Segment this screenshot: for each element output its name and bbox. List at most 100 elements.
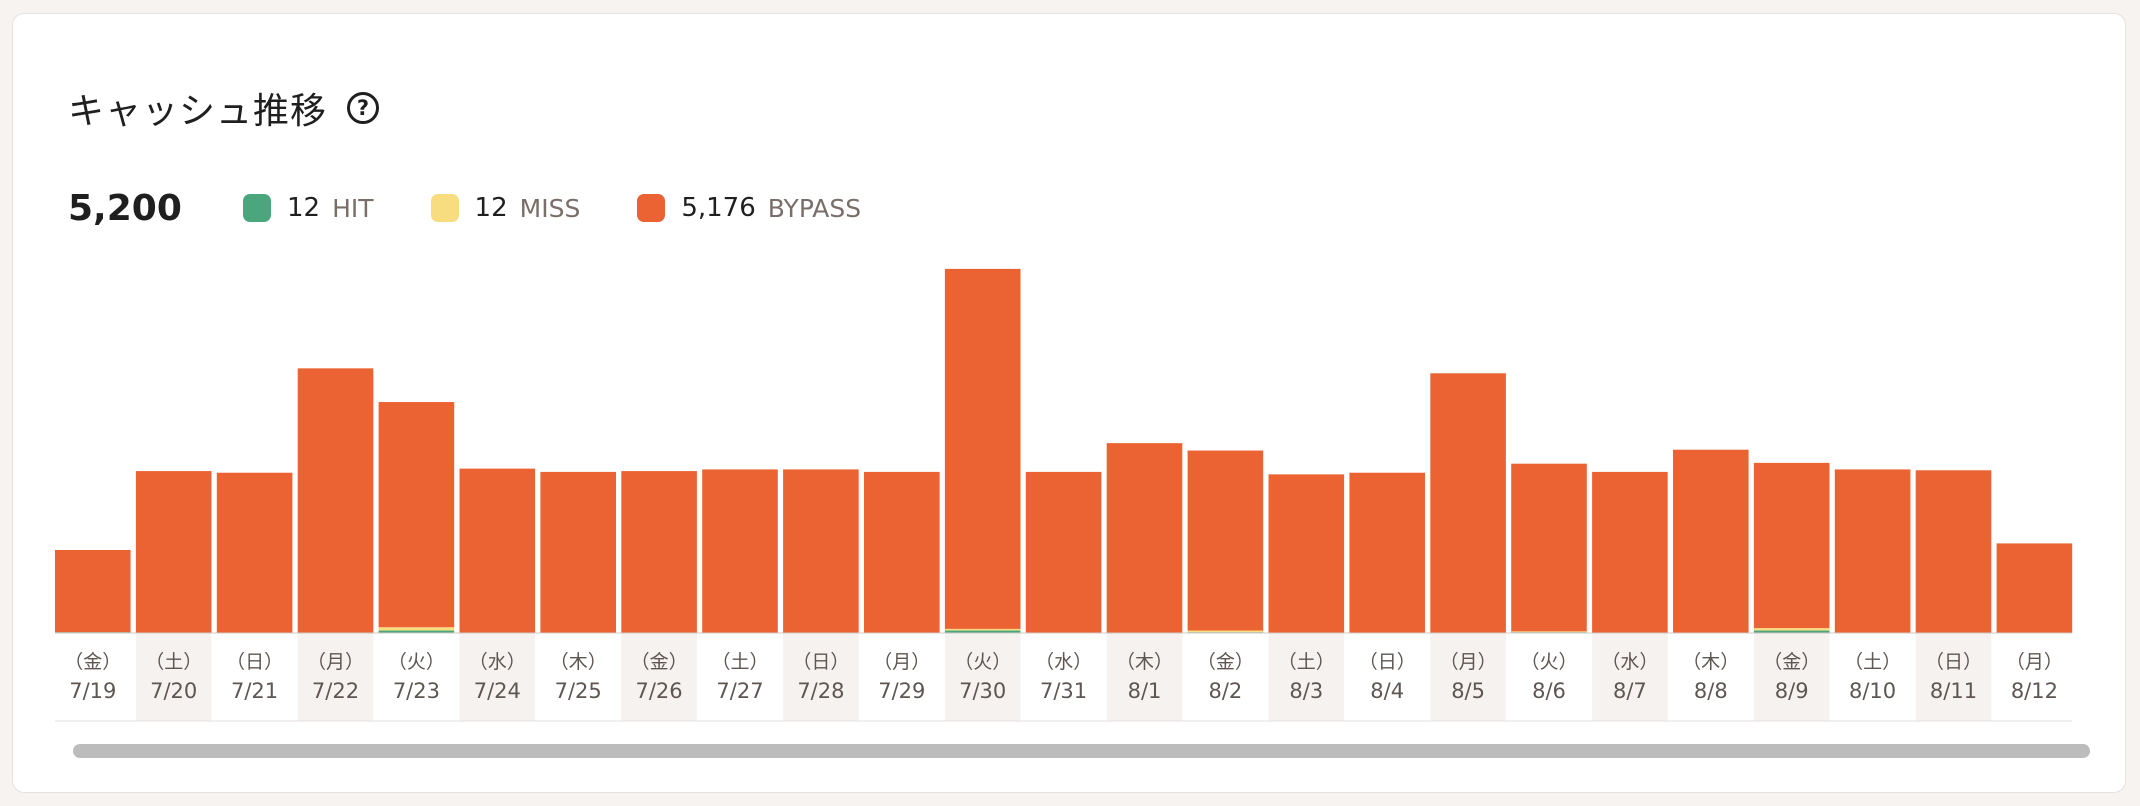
weekday-tick-label: （月） <box>1440 651 1497 673</box>
bar-bypass <box>702 469 778 633</box>
bar-bypass <box>1106 443 1183 633</box>
weekday-tick-label: （日） <box>226 651 283 673</box>
weekday-tick-label: （土） <box>1844 651 1901 673</box>
bar-miss <box>1187 630 1264 633</box>
shaded-label-column <box>1753 633 1830 721</box>
shaded-label-column <box>1915 633 1992 721</box>
bar-bypass <box>1511 463 1587 632</box>
weekday-tick-label: （水） <box>1601 651 1658 673</box>
weekday-tick-label: （月） <box>873 651 930 673</box>
question-circle-icon[interactable]: ? <box>347 92 380 124</box>
bar-bypass <box>1915 470 1992 633</box>
weekday-tick-label: （土） <box>1278 651 1335 673</box>
bar-bypass <box>1025 471 1102 633</box>
bar-hit <box>944 630 1021 633</box>
weekday-tick-label: （木） <box>550 651 607 673</box>
bar-miss <box>378 627 455 631</box>
weekday-tick-label: （日） <box>1925 651 1982 673</box>
date-tick-label: 7/30 <box>959 679 1006 703</box>
shaded-label-column <box>621 633 697 721</box>
date-tick-label: 8/7 <box>1613 679 1647 703</box>
date-tick-label: 7/20 <box>150 679 197 703</box>
bar-bypass <box>459 468 536 633</box>
bar-hit <box>378 630 455 633</box>
title-row: キャッシュ推移 ? <box>68 82 380 134</box>
bypass-count: 5,176 <box>681 193 756 223</box>
miss-swatch <box>430 194 459 222</box>
hit-swatch <box>243 194 271 222</box>
bar-bypass <box>1268 474 1345 633</box>
weekday-tick-label: （金） <box>1763 651 1820 673</box>
horizontal-scrollbar[interactable] <box>73 744 2090 758</box>
bar-bypass <box>135 471 212 633</box>
date-tick-label: 8/3 <box>1289 679 1323 703</box>
date-tick-label: 7/24 <box>474 679 521 703</box>
shaded-label-column <box>459 633 536 721</box>
weekday-tick-label: （火） <box>388 651 445 673</box>
miss-label: MISS <box>519 193 581 223</box>
weekday-tick-label: （日） <box>1359 651 1416 673</box>
weekday-tick-label: （木） <box>1116 651 1173 673</box>
miss-count: 12 <box>474 193 508 223</box>
bar-bypass <box>55 549 131 633</box>
bar-bypass <box>944 268 1021 629</box>
bar-bypass <box>621 471 697 633</box>
date-tick-label: 7/19 <box>69 679 116 703</box>
weekday-tick-label: （水） <box>469 651 526 673</box>
bar-miss <box>944 628 1021 631</box>
bypass-swatch <box>637 194 666 222</box>
shaded-label-column <box>783 633 859 721</box>
shaded-label-column <box>1268 633 1345 721</box>
summary-row: 5,200 12 HIT 12 MISS 5,176 BYPASS <box>68 182 918 234</box>
date-tick-label: 7/22 <box>312 679 359 703</box>
bar-bypass <box>1753 462 1830 629</box>
date-tick-label: 8/11 <box>1930 679 1977 703</box>
bar-bypass <box>783 469 859 633</box>
bypass-label: BYPASS <box>767 193 862 223</box>
date-tick-label: 7/23 <box>393 679 440 703</box>
legend-miss: 12 MISS <box>430 193 581 223</box>
bar-bypass <box>1673 449 1749 633</box>
bar-bypass <box>216 472 293 633</box>
shaded-label-column <box>1592 633 1668 721</box>
bar-bypass <box>1349 472 1425 633</box>
shaded-label-column <box>1106 633 1183 721</box>
date-tick-label: 7/31 <box>1040 679 1087 703</box>
date-tick-label: 7/29 <box>878 679 925 703</box>
weekday-tick-label: （日） <box>792 651 849 673</box>
shaded-label-column <box>297 633 374 721</box>
bar-bypass <box>540 471 616 633</box>
weekday-tick-label: （月） <box>307 651 364 673</box>
weekday-tick-label: （土） <box>145 651 202 673</box>
weekday-tick-label: （水） <box>1035 651 1092 673</box>
date-tick-label: 8/12 <box>2011 679 2058 703</box>
bar-bypass <box>1834 469 1911 633</box>
weekday-tick-label: （金） <box>631 651 688 673</box>
weekday-tick-label: （土） <box>711 651 768 673</box>
date-tick-label: 8/8 <box>1694 679 1728 703</box>
date-tick-label: 7/27 <box>716 679 763 703</box>
date-tick-label: 8/10 <box>1849 679 1896 703</box>
weekday-tick-label: （火） <box>1520 651 1577 673</box>
bar-miss <box>1511 631 1587 633</box>
weekday-tick-label: （金） <box>64 651 121 673</box>
bar-miss <box>1753 628 1830 631</box>
weekday-tick-label: （月） <box>2006 651 2063 673</box>
card-title: キャッシュ推移 <box>68 91 328 132</box>
bar-bypass <box>864 471 940 633</box>
bar-bypass <box>1592 471 1668 633</box>
date-tick-label: 7/25 <box>555 679 602 703</box>
hit-label: HIT <box>332 193 374 223</box>
hit-count: 12 <box>287 193 321 223</box>
bar-hit <box>1753 630 1830 633</box>
bar-bypass <box>297 368 374 633</box>
date-tick-label: 7/28 <box>797 679 844 703</box>
weekday-tick-label: （金） <box>1197 651 1254 673</box>
date-tick-label: 7/21 <box>231 679 278 703</box>
date-tick-label: 8/1 <box>1128 679 1162 703</box>
date-tick-label: 8/2 <box>1209 679 1243 703</box>
date-tick-label: 8/4 <box>1370 679 1404 703</box>
date-tick-label: 8/9 <box>1775 679 1809 703</box>
date-tick-label: 7/26 <box>636 679 683 703</box>
